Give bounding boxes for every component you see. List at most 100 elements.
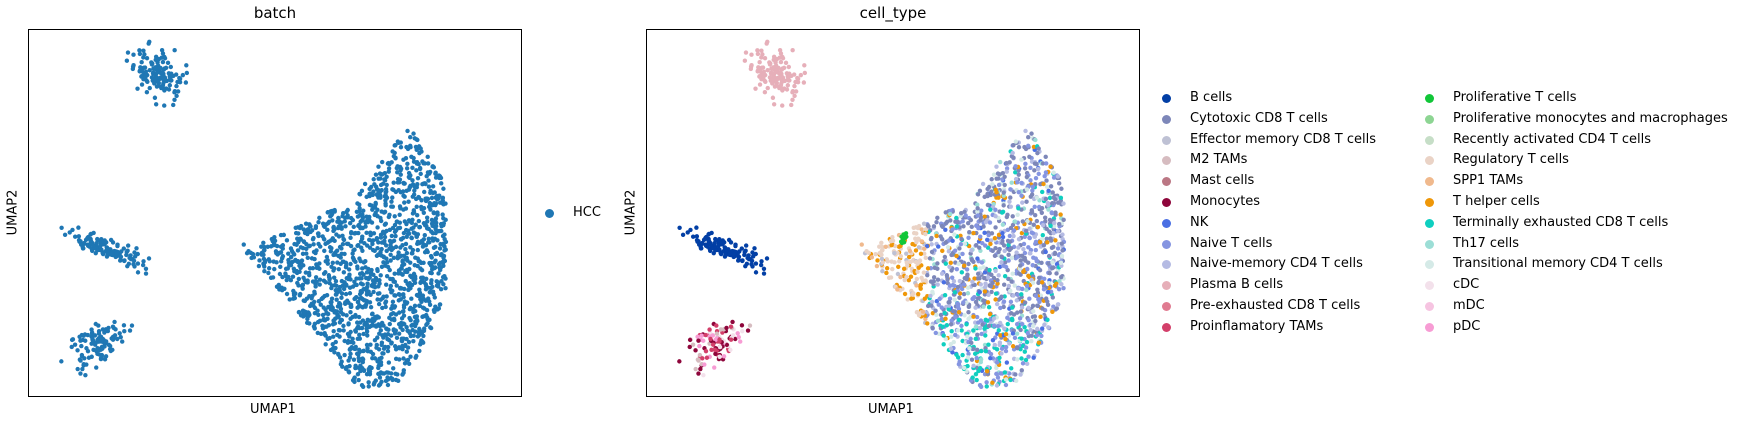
legend-marker [1162,218,1171,228]
panel1-point [416,218,422,224]
panel1-point [175,89,181,94]
panel1-point [385,348,391,354]
panel1-point [331,329,336,334]
legend-marker [1425,218,1434,228]
panel1-point [134,246,139,251]
panel1-point [106,342,112,347]
panel1-point [409,154,414,159]
panel1-point [80,244,85,250]
legend-label: Th17 cells [1453,235,1519,251]
panel1-point [88,238,93,243]
panel1-point [325,227,330,232]
panel1-point [131,52,136,57]
panel1-point [346,369,351,374]
panel1-point [401,193,406,198]
panel1-point [335,260,340,265]
panel1-point [390,195,395,200]
panel1-point [82,356,87,361]
panel1-point [76,234,82,239]
panel1-point [413,355,418,360]
panel1-point [392,214,397,219]
panel1-point [69,344,74,350]
panel1-point [288,254,294,260]
panel1-point [143,75,148,80]
panel1-point [59,225,64,230]
panel1-point [139,60,144,65]
panel1-point [105,246,110,251]
panel1-point [160,51,166,56]
panel1-point [141,259,146,264]
panel1-point [384,260,390,265]
panel1-point [128,253,133,258]
legend-label: Terminally exhausted CD8 T cells [1453,214,1669,230]
panel1-point [141,55,146,60]
panel1-point [366,384,371,389]
panel1-point [384,248,389,254]
panel1-point [305,255,310,261]
panel1-point [323,342,328,347]
panel1-point [314,265,319,270]
panel1-point [394,283,399,288]
panel1-point [403,241,409,247]
panel1-point [127,328,133,333]
panel1-point [391,180,396,185]
panel1-point [99,354,104,359]
legend-label: cDC [1453,277,1480,293]
panel1-point [149,60,154,65]
panel1-point [331,275,337,280]
panel1-point [162,56,168,61]
panel1-point [110,324,116,329]
panel1-point [147,85,152,91]
panel1-point [83,237,89,243]
panel1-point [99,344,105,350]
panel1-point [411,210,417,215]
panel1-point [77,334,82,339]
panel1-point [356,377,361,383]
panel1-point [379,320,385,326]
panel1-point [385,344,391,350]
panel1-point [110,347,115,353]
panel1-point [177,76,183,82]
panel1-point [406,361,412,366]
panel1-point [397,212,402,218]
panel1-point [140,262,146,268]
panel1-point [411,192,417,197]
panel1-point [77,357,83,362]
panel1-point [130,66,136,72]
panel1-point [160,70,165,75]
panel1-point [430,164,435,169]
panel1-point [387,321,392,327]
panel1-point [141,65,147,70]
panel1-point [377,281,382,286]
panel1-point [364,230,369,236]
panel1-point [146,256,152,261]
panel1-point [266,266,272,271]
panel1-point [307,321,312,326]
panel1-point [85,332,90,338]
panel2-ylabel: UMAP2 [623,189,639,236]
panel1-point [279,259,284,264]
panel1-point [437,246,443,251]
legend-label: Mast cells [1190,173,1255,189]
panel1-point [81,333,86,338]
panel1-point [289,248,295,254]
panel1-point [316,220,321,225]
panel1-point [59,359,64,364]
panel1-point [172,97,177,102]
panel1-point [119,339,125,344]
legend-label: Proinflamatory TAMs [1190,318,1324,334]
legend-marker [1425,302,1434,311]
panel1-point [115,336,120,342]
panel1-point [307,303,313,309]
panel1-point [422,161,428,166]
panel1-point [317,215,322,221]
panel1-point [265,244,270,249]
panel1-point [154,56,159,62]
panel1-point [89,327,94,332]
panel1-point [396,250,401,255]
panel1-point [375,245,380,251]
panel1-point [100,327,106,332]
panel1-point [405,128,410,134]
panel1-point [174,83,179,89]
